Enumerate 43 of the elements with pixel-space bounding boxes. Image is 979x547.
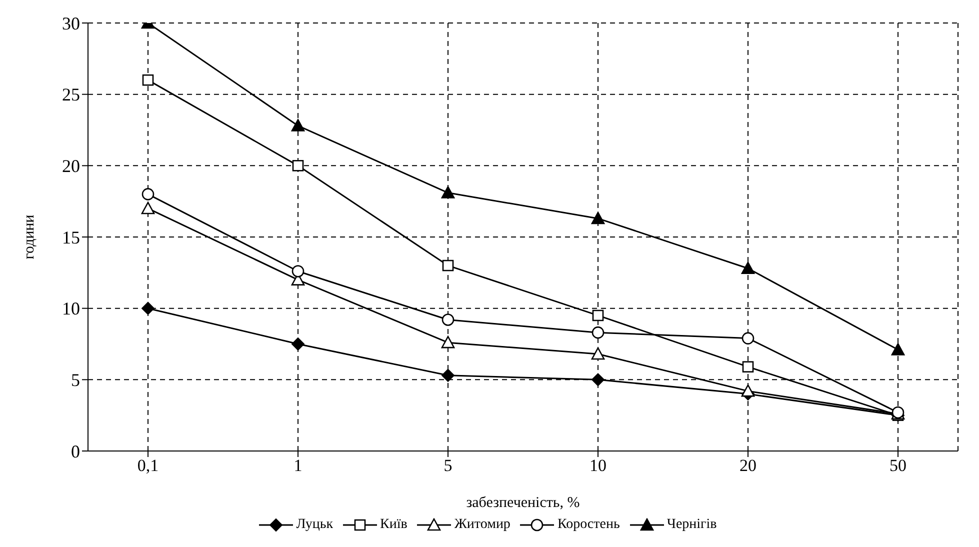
legend-label: Коростень	[556, 517, 620, 533]
point	[741, 262, 755, 274]
point	[442, 368, 454, 382]
y-tick-label: 10	[62, 298, 80, 319]
point	[441, 186, 455, 198]
point	[591, 212, 605, 224]
point	[742, 361, 754, 372]
y-tick-label: 25	[62, 84, 80, 105]
y-tick-label: 0	[71, 441, 80, 462]
x-axis-title: забезпеченість, %	[466, 495, 580, 511]
point	[292, 338, 304, 350]
x-tick-label: 1	[294, 456, 302, 476]
legend-label: Житомир	[453, 517, 510, 533]
point	[442, 260, 454, 272]
point	[741, 384, 755, 397]
point	[591, 347, 605, 360]
point	[142, 74, 154, 86]
x-tick-label: 0,1	[137, 456, 159, 476]
point	[291, 119, 305, 132]
y-axis-title: години	[21, 214, 38, 260]
y-tick-label: 15	[62, 227, 80, 248]
y-tick-label: 30	[62, 13, 80, 34]
point	[141, 202, 155, 214]
y-tick-label: 20	[62, 156, 80, 176]
legend-label: Чернігів	[666, 517, 717, 533]
x-tick-label: 5	[444, 456, 452, 476]
point	[592, 373, 604, 386]
point	[142, 302, 154, 315]
x-tick-label: 50	[890, 456, 906, 476]
point	[442, 314, 454, 326]
point	[592, 310, 604, 322]
point	[592, 326, 604, 339]
legend-label: Київ	[379, 517, 408, 533]
point	[292, 160, 304, 172]
point	[292, 265, 304, 278]
legend-label: Луцьк	[295, 517, 334, 533]
y-tick-label: 5	[71, 370, 80, 390]
point	[742, 332, 754, 344]
point	[891, 343, 905, 356]
point	[441, 336, 455, 348]
x-tick-label: 20	[740, 456, 756, 476]
x-tick-label: 10	[590, 456, 606, 476]
point	[142, 188, 154, 200]
